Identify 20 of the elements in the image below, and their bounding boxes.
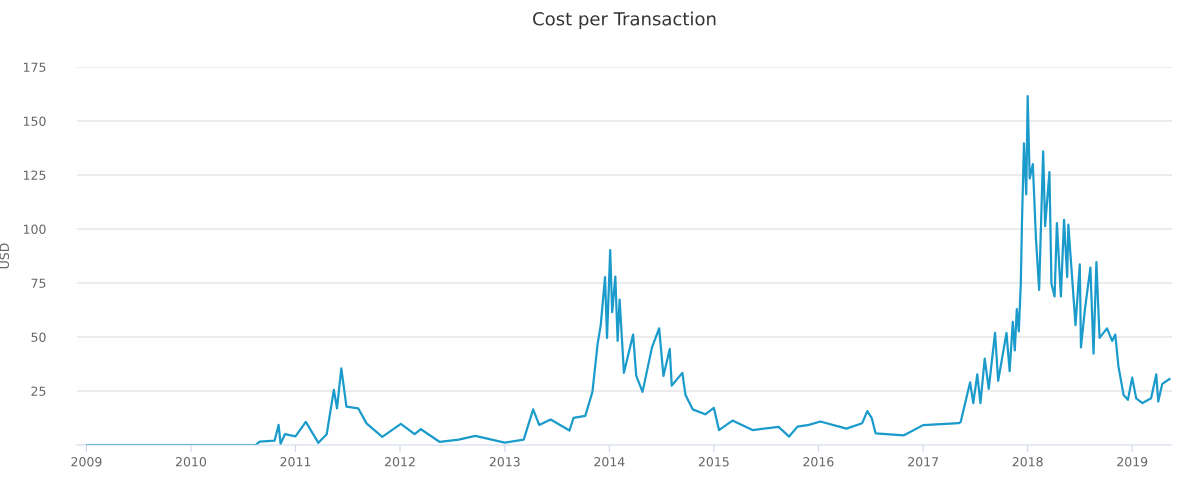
x-tick-label: 2015	[698, 457, 729, 467]
y-tick-label: 50	[31, 332, 46, 342]
y-tick-label: 125	[23, 170, 46, 180]
y-tick-label: 175	[23, 62, 46, 72]
y-tick-label: 25	[31, 386, 46, 396]
x-tick-label: 2017	[908, 457, 938, 467]
y-tick-label: 150	[23, 116, 46, 126]
x-tick-label: 2010	[175, 457, 207, 467]
x-tick-label: 2019	[1117, 457, 1148, 467]
chart-title: Cost per Transaction	[533, 11, 716, 30]
x-tick-label: 2014	[594, 457, 625, 467]
x-tick-label: 2018	[1012, 457, 1043, 467]
y-tick-label: 75	[31, 278, 46, 288]
y-tick-label: 100	[23, 224, 46, 234]
x-tick-label: 2016	[803, 457, 834, 467]
y-axis-title: USD	[0, 243, 10, 269]
x-tick-label: 2013	[489, 457, 520, 467]
x-tick-label: 2009	[71, 457, 102, 467]
x-tick-label: 2012	[385, 457, 415, 467]
x-tick-label: 2011	[280, 457, 311, 467]
